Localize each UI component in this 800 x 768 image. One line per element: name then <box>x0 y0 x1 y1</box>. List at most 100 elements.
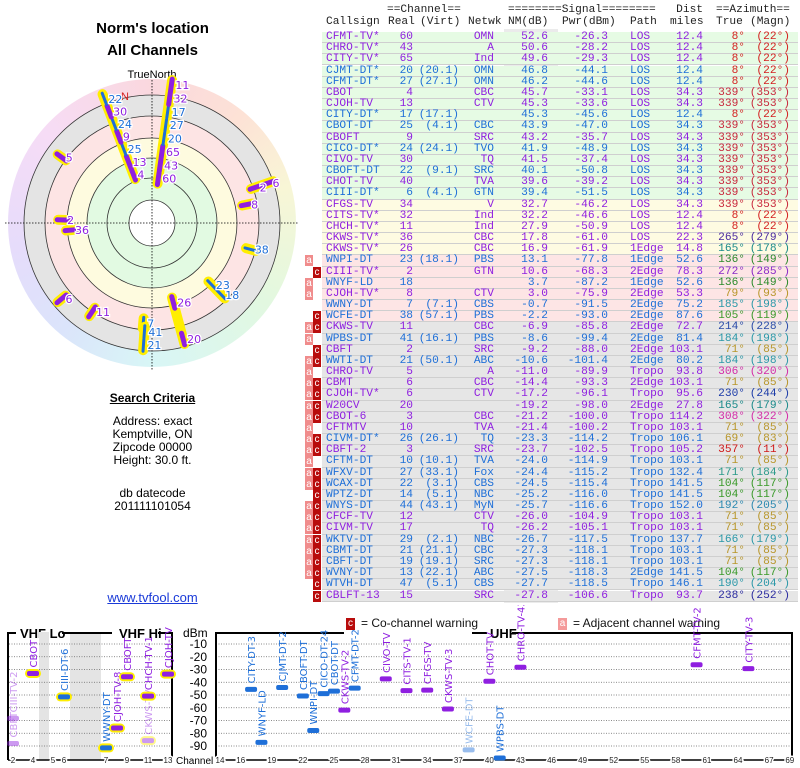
polar-channel-label[interactable]: 22 <box>107 92 124 108</box>
station-marker[interactable]: CJOH-TV <box>160 627 176 679</box>
station-marker[interactable]: CHOT-TV <box>483 632 496 684</box>
station-row[interactable]: CITY-TV* 65 Ind 49.6 -29.3 LOS 12.4 8° (22°) <box>322 54 798 66</box>
station-row[interactable]: WPTZ-DT 14 (5.1) NBC -25.2 -116.0 Tropo 141.5 10… <box>322 489 798 502</box>
station-row[interactable]: WVNY-DT 13 (22.1) ABC -27.5 -118.3 2Edge 141.5 1… <box>322 568 798 580</box>
polar-channel-label[interactable]: 24 <box>117 117 134 133</box>
polar-channel-label[interactable]: 41 <box>147 325 164 341</box>
station-marker[interactable]: CBOFT-DT <box>296 639 310 699</box>
station-row[interactable]: W20CV 20 -19.2 -98.0 2Edge 27.8 165° (179°) <box>322 400 798 412</box>
station-marker[interactable]: CHRO-TV-43 <box>514 605 527 670</box>
polar-channel-label[interactable]: 27 <box>168 118 185 134</box>
station-row[interactable]: WNYF-LD 18 3.7 -87.2 1Edge 52.6 136° (149°) <box>322 277 798 289</box>
station-row[interactable]: CITY-DT* 17 (17.1) 45.3 -45.6 LOS 12.4 8° (22°) <box>322 110 798 122</box>
station-row[interactable]: CBMT 6 CBC -14.4 -93.3 2Edge 103.1 71° (85°) <box>322 378 798 390</box>
polar-channel-label[interactable]: 23 <box>215 278 232 294</box>
station-marker[interactable]: WWNY-DT <box>98 691 114 753</box>
station-marker[interactable]: CFMT-DT-2 <box>348 629 362 691</box>
station-row[interactable]: CBFT-DT 19 (19.1) SRC -27.3 -118.1 Tropo 103.1 7… <box>322 556 798 569</box>
station-row[interactable]: CJOH-TV* 6 CTV -17.2 -96.1 Tropo 95.6 230° (244°… <box>322 389 798 401</box>
station-row[interactable]: CFTM-DT 10 (10.1) TVA -24.0 -114.9 Tropo 103.1 7… <box>322 456 798 468</box>
station-marker[interactable]: WPBS-DT <box>493 705 507 761</box>
station-row[interactable]: CKWS-TV* 36 CBC 17.8 -61.0 LOS 22.3 265° (279°) <box>322 232 798 245</box>
station-row[interactable]: CKWS-TV* 26 CBC 16.9 -61.9 1Edge 14.8 165° (178°… <box>322 244 798 256</box>
station-marker[interactable]: CBOT <box>25 639 41 678</box>
station-marker[interactable]: CICO-DT-24 <box>317 630 331 697</box>
station-marker[interactable]: CHCH-TV-1 <box>140 636 156 701</box>
polar-channel-label[interactable]: 13 <box>131 155 148 171</box>
station-row[interactable]: WWNY-DT 7 (7.1) CBS -0.7 -91.5 2Edge 75.2 185° (1… <box>322 299 798 312</box>
station-row[interactable]: CFMT-TV* 60 OMN 52.6 -26.3 LOS 12.4 8° (22°) <box>322 31 798 44</box>
station-row[interactable]: CIII-TV* 2 GTN 10.6 -68.3 2Edge 78.3 272° (285°) <box>322 266 798 278</box>
polar-channel-label[interactable]: 2 <box>66 213 76 229</box>
station-row[interactable]: WKTV-DT 29 (2.1) NBC -26.7 -117.5 Tropo 137.7 16… <box>322 534 798 546</box>
polar-channel-label[interactable]: 17 <box>170 105 187 121</box>
station-row[interactable]: CKWS-TV 11 CBC -6.9 -85.8 2Edge 72.7 214° (228°) <box>322 322 798 334</box>
station-row[interactable]: CFTMTV 10 TVA -21.4 -100.2 Tropo 103.1 71° (85°) <box>322 422 798 435</box>
station-row[interactable]: CFMT-DT* 27 (27.1) OMN 46.2 -44.6 LOS 12.4 8° (22… <box>322 76 798 88</box>
polar-channel-label[interactable]: 5 <box>65 150 75 166</box>
station-marker[interactable]: CIVO-TV <box>379 632 393 682</box>
polar-channel-label[interactable]: 7 <box>146 316 156 332</box>
station-row[interactable]: CIVO-TV 30 TQ 41.5 -37.4 LOS 34.3 339° (353°) <box>322 154 798 167</box>
station-row[interactable]: WPBS-DT 41 (16.1) PBS -8.6 -99.4 2Edge 81.4 184°… <box>322 333 798 345</box>
station-row[interactable]: CBOT-DT 25 (4.1) CBC 43.9 -47.0 LOS 34.3 339° (35… <box>322 121 798 133</box>
station-marker[interactable]: CIII-TV-2 <box>7 671 20 721</box>
station-marker[interactable]: WCFE-DT <box>462 697 476 753</box>
station-marker[interactable]: CITY-TV-3 <box>742 617 755 672</box>
station-row[interactable]: WCFE-DT 38 (57.1) PBS -2.2 -93.0 2Edge 87.6 105°… <box>322 311 798 323</box>
polar-channel-label[interactable]: 36 <box>74 223 91 239</box>
polar-channel-label[interactable]: 11 <box>174 78 191 94</box>
polar-channel-label[interactable]: 26 <box>176 295 193 311</box>
station-row[interactable]: WFXV-DT 27 (33.1) Fox -24.4 -115.2 Tropo 132.4 1… <box>322 467 798 479</box>
polar-channel-label[interactable]: 21 <box>146 338 163 354</box>
station-row[interactable]: CIVM-DT* 26 (26.1) TQ -23.3 -114.2 Tropo 106.1 6… <box>322 434 798 446</box>
polar-channel-label[interactable]: 38 <box>254 242 270 258</box>
station-marker[interactable]: CBOFT <box>119 637 135 682</box>
polar-channel-label[interactable]: 11 <box>95 305 112 321</box>
station-marker[interactable]: CFMT-TV-2 <box>690 607 704 668</box>
station-row[interactable]: CJOH-TV 13 CTV 45.3 -33.6 LOS 34.3 339° (353°) <box>322 98 798 111</box>
station-row[interactable]: WWTI-DT 21 (50.1) ABC -10.6 -101.4 2Edge 80.2 18… <box>322 355 798 368</box>
station-row[interactable]: CICO-DT* 24 (24.1) TVO 41.9 -48.9 LOS 34.3 339° (… <box>322 143 798 155</box>
polar-channel-label[interactable]: 32 <box>172 91 189 107</box>
station-row[interactable]: WCAX-DT 22 (3.1) CBS -24.5 -115.4 Tropo 141.5 10… <box>322 478 798 490</box>
station-marker[interactable]: CITS-TV-1 <box>400 637 413 694</box>
station-marker[interactable]: CIII-DT-6 <box>56 649 72 702</box>
polar-channel-label[interactable]: 20 <box>186 332 203 348</box>
station-row[interactable]: CHOT-TV 40 TVA 39.6 -39.2 LOS 34.3 339° (353°) <box>322 177 798 189</box>
station-marker[interactable]: CBFT <box>7 711 20 746</box>
station-row[interactable]: CBLFT-13 15 SRC -27.8 -106.6 Tropo 93.7 238° (25… <box>322 590 798 602</box>
station-row[interactable]: CJOH-TV* 8 CTV 3.0 -75.9 2Edge 53.3 79° (93°) <box>322 288 798 301</box>
station-marker[interactable]: CITY-DT-3 <box>245 636 258 692</box>
station-row[interactable]: CBFT-2 3 SRC -23.7 -102.5 Tropo 105.2 357° (11°) <box>322 445 798 457</box>
station-row[interactable]: CIII-DT* 6 (4.1) GTN 39.4 -51.5 LOS 34.3 339° (35… <box>322 188 798 200</box>
polar-channel-label[interactable]: 9 <box>122 129 131 145</box>
station-marker[interactable]: CKWS-TV-2 <box>338 650 351 713</box>
station-row[interactable]: CHRO-TV 5 A -11.0 -89.9 Tropo 93.8 306° (320°) <box>322 366 798 379</box>
station-row[interactable]: CHCH-TV* 11 Ind 27.9 -50.9 LOS 12.4 8° (22°) <box>322 221 798 234</box>
station-marker[interactable]: CBOT-DT <box>327 640 341 694</box>
polar-channel-label[interactable]: 65 <box>165 145 182 161</box>
tvfool-link[interactable]: www.tvfool.com <box>107 590 198 605</box>
station-row[interactable]: CBOFT 9 SRC 43.2 -35.7 LOS 34.3 339° (353°) <box>322 132 798 144</box>
station-row[interactable]: CFGS-TV 34 V 32.7 -46.2 LOS 34.3 339° (353°) <box>322 199 798 211</box>
polar-channel-label[interactable]: 6 <box>271 176 281 192</box>
polar-channel-label[interactable]: 30 <box>112 104 129 120</box>
polar-channel-label[interactable]: 6 <box>64 292 74 308</box>
station-marker[interactable]: CFGS-TV <box>421 642 434 693</box>
station-marker[interactable]: WNPI-DT <box>307 680 320 733</box>
station-row[interactable]: CJMT-DT* 20 (20.1) OMN 46.8 -44.1 LOS 12.4 8° (22… <box>322 65 798 77</box>
station-row[interactable]: CFCF-TV 12 CTV -26.0 -104.9 Tropo 103.1 71° (85°… <box>322 512 798 524</box>
station-marker[interactable]: CKWS-TV-3 <box>441 649 455 712</box>
station-row[interactable]: CBOFT-DT 22 (9.1) SRC 40.1 -50.8 LOS 34.3 339° (3… <box>322 165 798 178</box>
station-marker[interactable]: CKWS-TV <box>140 689 156 746</box>
station-row[interactable]: WTVH-DT 47 (5.1) CBS -27.7 -118.5 Tropo 146.1 19… <box>322 579 798 591</box>
station-row[interactable]: CBFT 2 SRC -9.2 -88.0 2Edge 103.1 71° (85°) <box>322 344 798 356</box>
polar-channel-label[interactable]: 4 <box>136 167 146 183</box>
polar-channel-label[interactable]: 25 <box>126 142 143 158</box>
station-row[interactable]: CBMT-DT 21 (21.1) CBC -27.3 -118.1 Tropo 103.1 7… <box>322 545 798 557</box>
station-row[interactable]: WNYS-DT 44 (43.1) MyN -25.7 -116.6 Tropo 152.0 1… <box>322 501 798 513</box>
station-marker[interactable]: WNYF-LD <box>255 690 268 745</box>
polar-channel-label[interactable]: 2 <box>258 180 268 196</box>
polar-channel-label[interactable]: 20 <box>167 131 184 147</box>
